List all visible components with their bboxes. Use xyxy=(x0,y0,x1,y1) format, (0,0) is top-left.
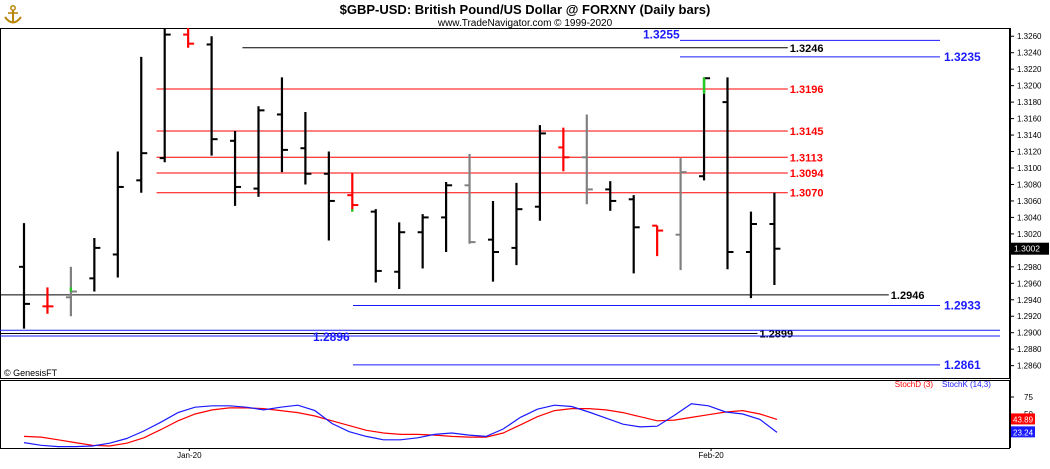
price-tick-label: 1.3180 xyxy=(1017,98,1042,107)
price-panel-frame xyxy=(0,28,1010,379)
last-price-label: 1.3002 xyxy=(1014,244,1040,254)
price-tick-label: 1.2880 xyxy=(1017,345,1042,354)
price-tick-label: 1.2920 xyxy=(1017,312,1042,321)
last-price-box xyxy=(1011,242,1049,255)
osc-legend-stochd: StochD (3) xyxy=(895,380,934,389)
level-label: 1.3145 xyxy=(790,126,824,138)
blue-level-label: 1.3255 xyxy=(643,27,680,41)
price-tick-label: 1.3140 xyxy=(1017,131,1042,140)
blue-level-label: 1.2861 xyxy=(944,358,981,372)
price-tick-label: 1.3220 xyxy=(1017,65,1042,74)
price-tick-label: 1.3120 xyxy=(1017,148,1042,157)
price-tick-label: 1.3020 xyxy=(1017,230,1042,239)
osc-tick-label: 75 xyxy=(1024,393,1033,402)
stochd-value-box xyxy=(1011,413,1035,425)
price-tick-label: 1.3200 xyxy=(1017,82,1042,91)
level-label: 1.3070 xyxy=(790,188,824,200)
price-tick-label: 1.2940 xyxy=(1017,296,1042,305)
chart-subtitle: www.TradeNavigator.com © 1999-2020 xyxy=(437,18,613,29)
price-tick-label: 1.2980 xyxy=(1017,263,1042,272)
osc-legend-stochk: StochK (14,3) xyxy=(942,380,991,389)
copyright-label: © GenesisFT xyxy=(4,368,58,378)
price-tick-label: 1.2960 xyxy=(1017,279,1042,288)
level-label: 1.3113 xyxy=(790,152,823,164)
oscillator-panel-frame xyxy=(0,380,1010,449)
chart-title: $GBP-USD: British Pound/US Dollar @ FORX… xyxy=(339,2,711,17)
blue-level-label: 1.2933 xyxy=(944,299,981,313)
level-label: 1.2899 xyxy=(760,329,794,341)
level-label: 1.3246 xyxy=(790,43,824,55)
blue-level-label: 1.2896 xyxy=(313,330,350,344)
price-tick-label: 1.3060 xyxy=(1017,197,1042,206)
price-tick-label: 1.3240 xyxy=(1017,49,1042,58)
price-tick-label: 1.3080 xyxy=(1017,180,1042,189)
level-label: 1.3094 xyxy=(790,168,825,180)
price-tick-label: 1.2860 xyxy=(1017,362,1042,371)
stochk-value-label: 23.24 xyxy=(1013,428,1034,437)
price-tick-label: 1.3040 xyxy=(1017,213,1042,222)
price-tick-label: 1.2900 xyxy=(1017,329,1042,338)
osc-series-line xyxy=(23,403,778,448)
price-tick-label: 1.3260 xyxy=(1017,32,1042,41)
level-label: 1.2946 xyxy=(891,290,925,302)
stochd-value-label: 43.89 xyxy=(1013,415,1034,424)
stochk-value-box xyxy=(1011,426,1035,438)
price-tick-label: 1.3100 xyxy=(1017,164,1042,173)
price-tick-label: 1.3160 xyxy=(1017,115,1042,124)
blue-level-label: 1.3235 xyxy=(944,50,981,64)
x-axis-label: Jan-20 xyxy=(177,451,202,460)
x-axis-label: Feb-20 xyxy=(698,451,724,460)
anchor-logo-icon xyxy=(4,5,22,24)
level-label: 1.3196 xyxy=(790,84,824,96)
osc-series-line xyxy=(23,407,778,447)
